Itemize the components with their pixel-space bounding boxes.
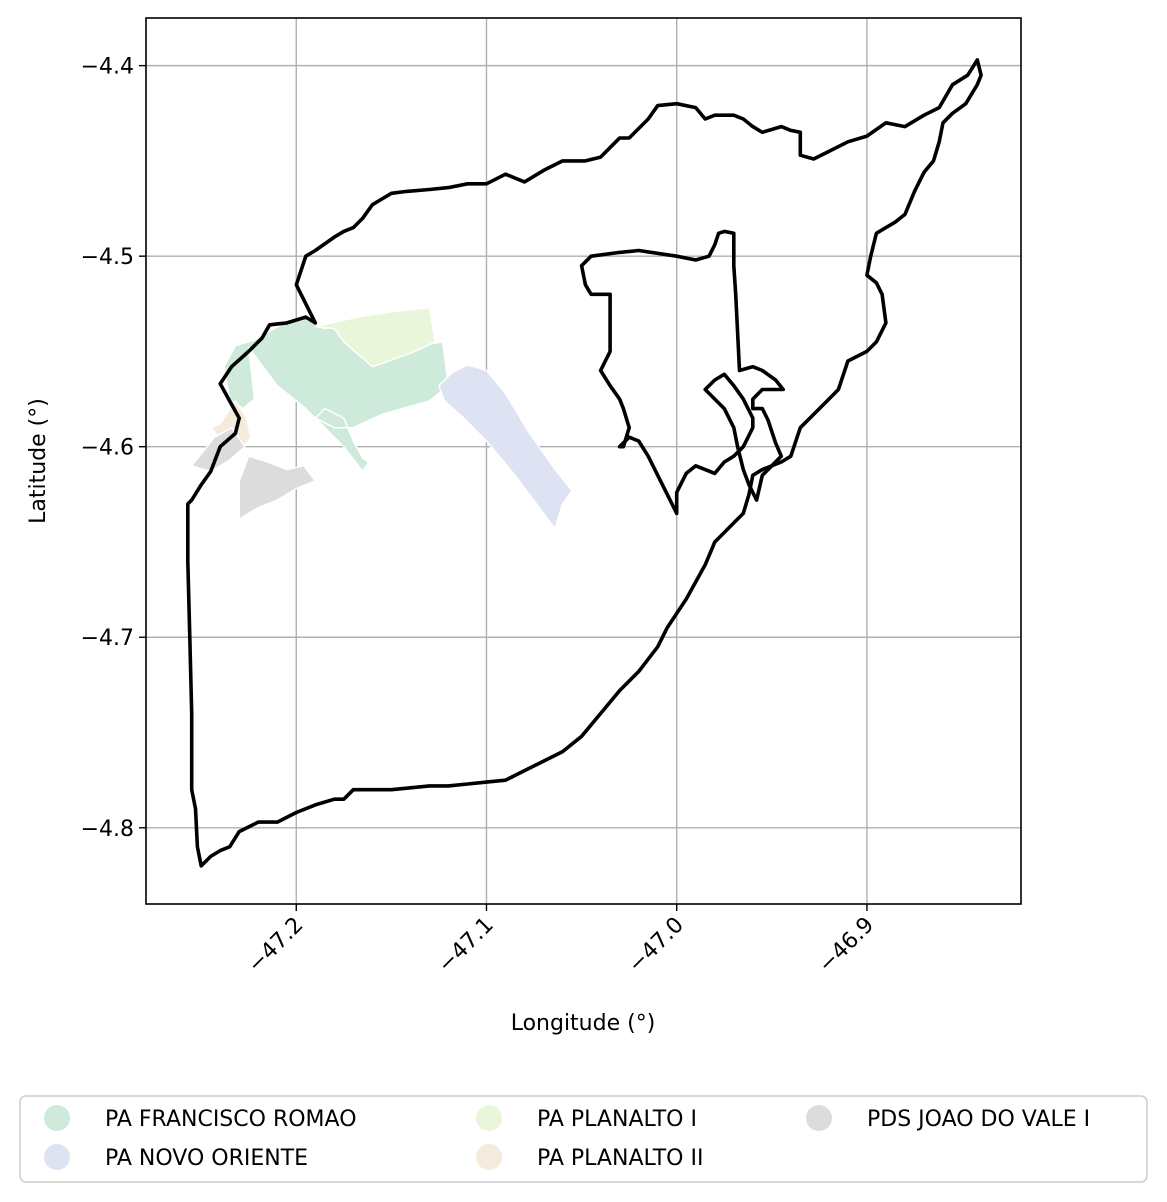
boundary-outer [186, 58, 983, 868]
legend-label-pa-novo-oriente: PA NOVO ORIENTE [105, 1146, 308, 1171]
y-tick-label: −4.8 [81, 817, 134, 842]
legend-marker-pa-planalto-i [476, 1105, 502, 1131]
y-tick-label: −4.4 [81, 55, 134, 80]
plot-frame [145, 17, 1022, 905]
legend-marker-pds-joao-do-vale-i [806, 1105, 832, 1131]
legend-label-pa-planalto-ii: PA PLANALTO II [537, 1146, 703, 1171]
y-tick-label: −4.6 [81, 436, 134, 461]
legend-marker-pa-novo-oriente [44, 1144, 70, 1170]
legend-box [19, 1095, 1148, 1183]
legend-label-pa-planalto-i: PA PLANALTO I [537, 1107, 697, 1132]
legend-marker-pa-francisco-romao [44, 1105, 70, 1131]
legend-label-pds-joao-do-vale-i: PDS JOAO DO VALE I [867, 1107, 1090, 1132]
y-axis-label: Latitude (°) [26, 398, 51, 524]
settlement-pa-novo-oriente [438, 364, 573, 530]
plot-area [146, 18, 1021, 904]
settlement-pa-planalto-i [314, 306, 436, 368]
legend: PA FRANCISCO ROMAO PA NOVO ORIENTE PA PL… [19, 1095, 1148, 1183]
legend-marker-pa-planalto-ii [476, 1144, 502, 1170]
settlement-layer [190, 306, 573, 530]
y-tick-label: −4.5 [81, 245, 134, 270]
boundary-inner [579, 229, 785, 516]
settlement-pds-joao-do-vale-i [238, 455, 317, 520]
legend-label-pa-francisco-romao: PA FRANCISCO ROMAO [105, 1107, 357, 1132]
boundary-layer [186, 58, 983, 868]
y-tick-label: −4.7 [81, 626, 134, 651]
y-axis: −4.4 −4.5 −4.6 −4.7 −4.8 [81, 55, 146, 842]
x-axis-label: Longitude (°) [511, 1011, 656, 1036]
grid [146, 18, 1021, 904]
